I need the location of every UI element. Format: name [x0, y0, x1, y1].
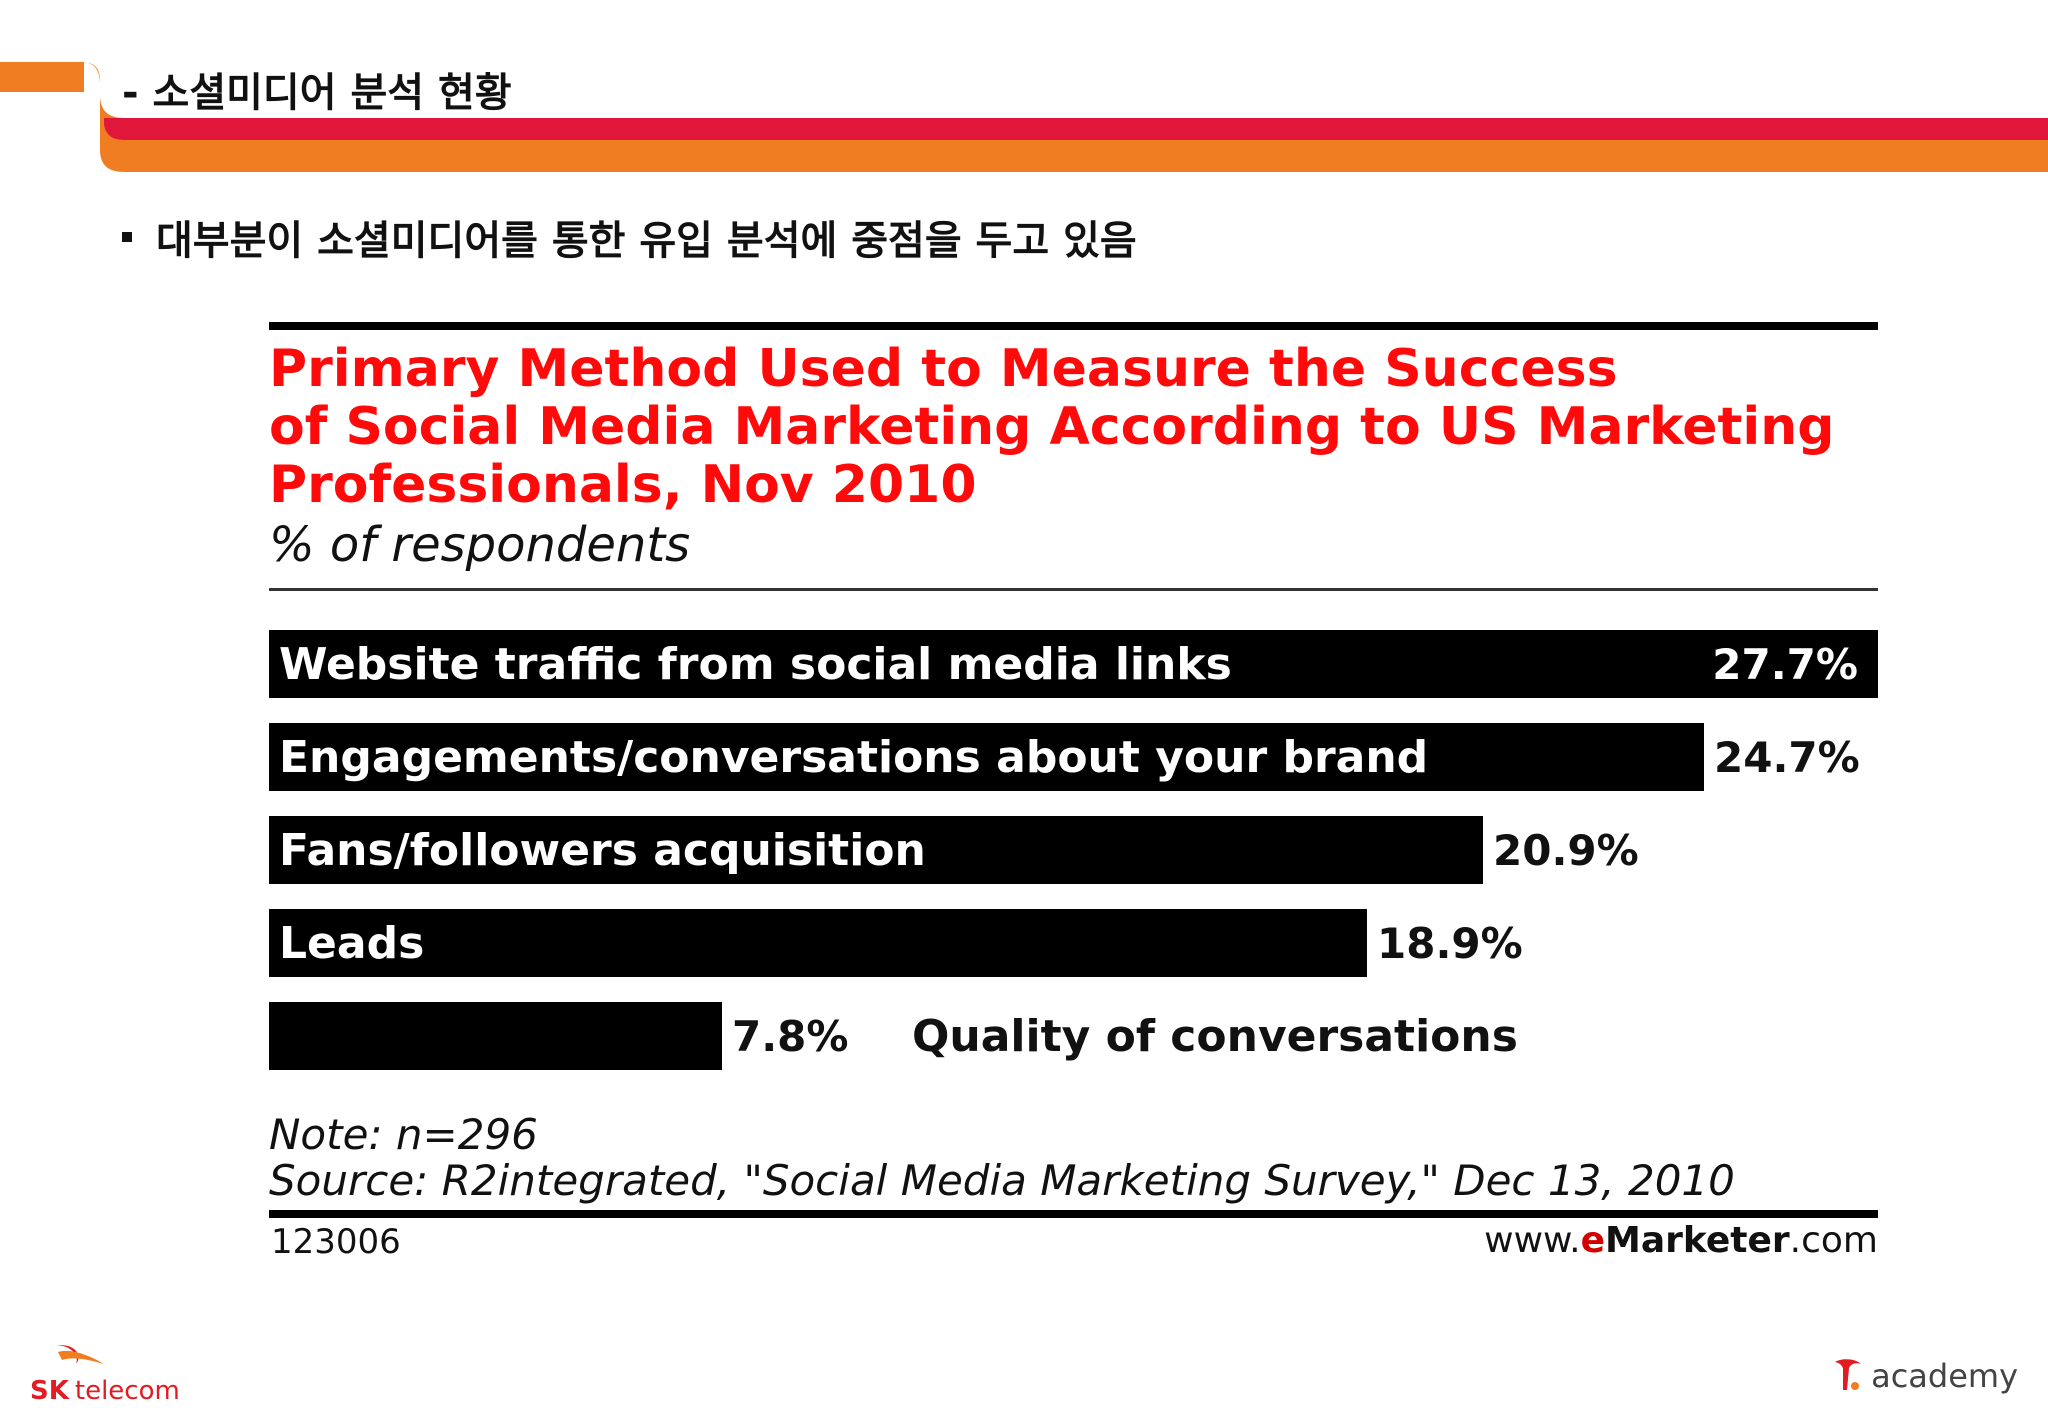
chart-container: Primary Method Used to Measure the Succe…	[269, 322, 1878, 1272]
value-label: 27.7%	[1712, 640, 1858, 689]
category-label: Engagements/conversations about your bra…	[279, 732, 1428, 783]
value-label: 7.8%	[732, 1012, 848, 1061]
category-label: Website traffic from social media links	[279, 639, 1232, 690]
value-label: 18.9%	[1377, 919, 1523, 968]
sk-sub: telecom	[74, 1376, 180, 1406]
bar-quality-of-conversations	[269, 1002, 722, 1070]
chart-title: Primary Method Used to Measure the Succe…	[269, 339, 1835, 515]
bar-website-traffic-from-social-media-links	[269, 630, 1878, 698]
category-label: Fans/followers acquisition	[279, 825, 926, 876]
bar-chart-svg: 27.7% Website traffic from social media l…	[269, 630, 1878, 1070]
academy-text: academy	[1871, 1357, 2018, 1395]
sk-brand: SK	[30, 1376, 69, 1406]
chart-id: 123006	[271, 1222, 401, 1262]
bullet-marker	[122, 232, 132, 242]
bar-leads	[269, 909, 1367, 977]
chart-subtitle: % of respondents	[269, 517, 691, 573]
category-label: Leads	[279, 918, 424, 969]
site-brand: Marketer	[1605, 1220, 1790, 1261]
bottom-rule	[269, 1210, 1878, 1218]
header-band	[0, 62, 2048, 172]
site-suffix: .com	[1789, 1220, 1878, 1261]
bullet-text: 대부분이 소셜미디어를 통한 유입 분석에 중점을 두고 있음	[156, 218, 1137, 264]
value-label: 24.7%	[1714, 733, 1860, 782]
title-divider	[269, 588, 1878, 591]
sk-telecom-logo-icon	[56, 1345, 104, 1364]
category-label: Quality of conversations	[912, 1011, 1518, 1062]
value-label: 20.9%	[1493, 826, 1639, 875]
academy-t-icon	[1835, 1359, 1862, 1390]
chart-note: Note: n=296	[269, 1110, 538, 1159]
bar-fans-followers-acquisition	[269, 816, 1483, 884]
emarketer-site-link[interactable]: www.eMarketer.com	[1484, 1220, 1878, 1261]
site-prefix: www.	[1484, 1220, 1581, 1261]
top-rule	[269, 322, 1878, 330]
bar-engagements-conversations-about-your-brand	[269, 723, 1704, 791]
chart-source: Source: R2integrated, "Social Media Mark…	[269, 1156, 1735, 1205]
academy-logo: academy	[1831, 1356, 2018, 1396]
site-brand-e: e	[1580, 1220, 1606, 1261]
bullet-row: 대부분이 소셜미디어를 통한 유입 분석에 중점을 두고 있음	[122, 208, 1137, 266]
sk-telecom-wordmark: SK telecom	[30, 1376, 180, 1406]
slide-title: - 소셜미디어 분석 현황	[122, 70, 512, 116]
